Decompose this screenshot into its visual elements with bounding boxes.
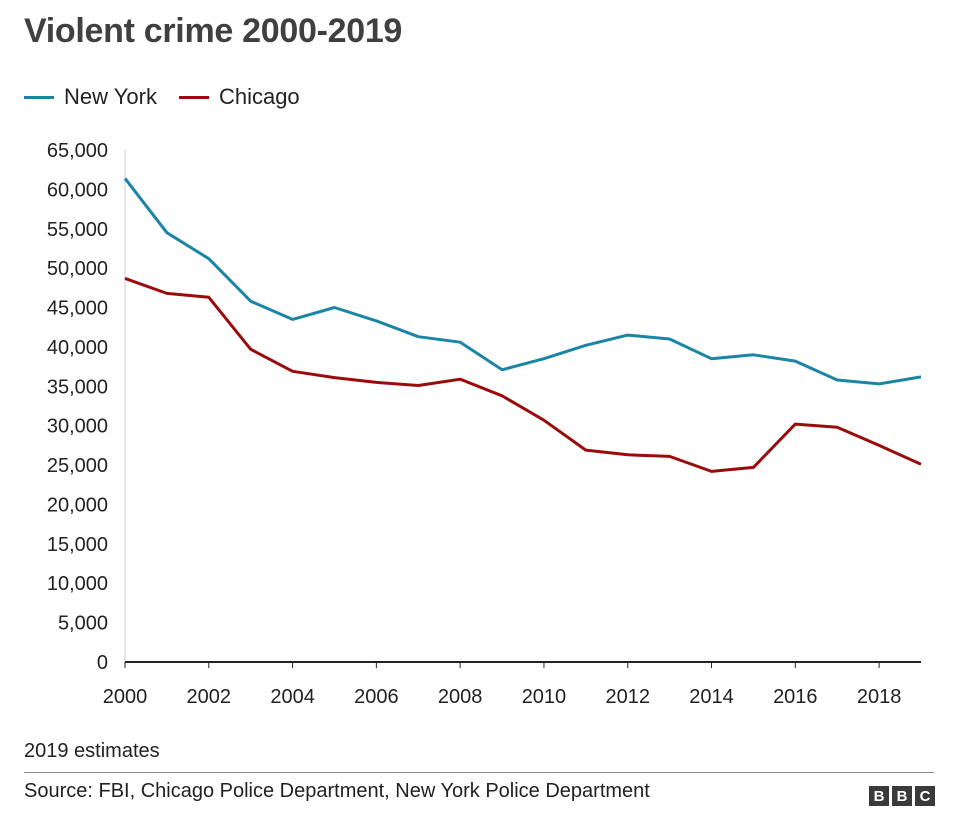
x-tick-label: 2000 (103, 686, 148, 708)
legend-label-new-york: New York (64, 84, 157, 109)
legend-swatch-chicago (178, 95, 209, 99)
x-tick-label: 2006 (354, 686, 399, 708)
x-tick-label: 2008 (438, 686, 483, 708)
x-tick-label: 2012 (605, 686, 650, 708)
y-tick-label: 15,000 (47, 534, 108, 556)
line-chart: 0 5,000 10,000 15,000 20,000 25,000 30,000 35,0… (47, 140, 922, 708)
x-tick-label: 2014 (689, 686, 734, 708)
y-tick-label: 45,000 (47, 298, 108, 320)
y-tick-label: 35,000 (47, 376, 108, 398)
y-tick-label: 30,000 (47, 416, 108, 438)
y-tick-label: 50,000 (47, 258, 108, 280)
logo-letter: B (869, 786, 889, 806)
chart-title: Violent crime 2000-2019 (24, 12, 403, 50)
logo-letter: B (892, 786, 912, 806)
y-tick-label: 65,000 (47, 140, 108, 162)
legend-item-new-york: New York (24, 84, 157, 110)
footnote: 2019 estimates (24, 740, 160, 762)
x-tick-label: 2018 (857, 686, 902, 708)
y-tick-label: 40,000 (47, 337, 108, 359)
x-tick-label: 2016 (773, 686, 818, 708)
x-tick-label: 2004 (270, 686, 315, 708)
logo-letter: C (915, 786, 935, 806)
source-text: Source: FBI, Chicago Police Department, … (24, 780, 650, 802)
bbc-logo: B B C (866, 786, 935, 806)
y-tick-label: 10,000 (47, 573, 108, 595)
legend-swatch-new-york (24, 95, 54, 99)
legend: New York Chicago (24, 84, 322, 110)
y-tick-label: 60,000 (47, 179, 108, 201)
x-tick-label: 2010 (522, 686, 567, 708)
legend-label-chicago: Chicago (218, 84, 300, 109)
x-tick-label: 2002 (187, 686, 232, 708)
footer-divider (24, 772, 934, 773)
legend-item-chicago: Chicago (178, 84, 300, 110)
y-tick-label: 20,000 (47, 494, 108, 516)
y-tick-label: 25,000 (47, 455, 108, 477)
y-tick-label: 5,000 (58, 613, 108, 635)
series-line-chicago (124, 276, 922, 473)
y-tick-label: 55,000 (47, 219, 108, 241)
series-line-new-york (123, 177, 922, 386)
y-tick-label: 0 (97, 652, 108, 674)
